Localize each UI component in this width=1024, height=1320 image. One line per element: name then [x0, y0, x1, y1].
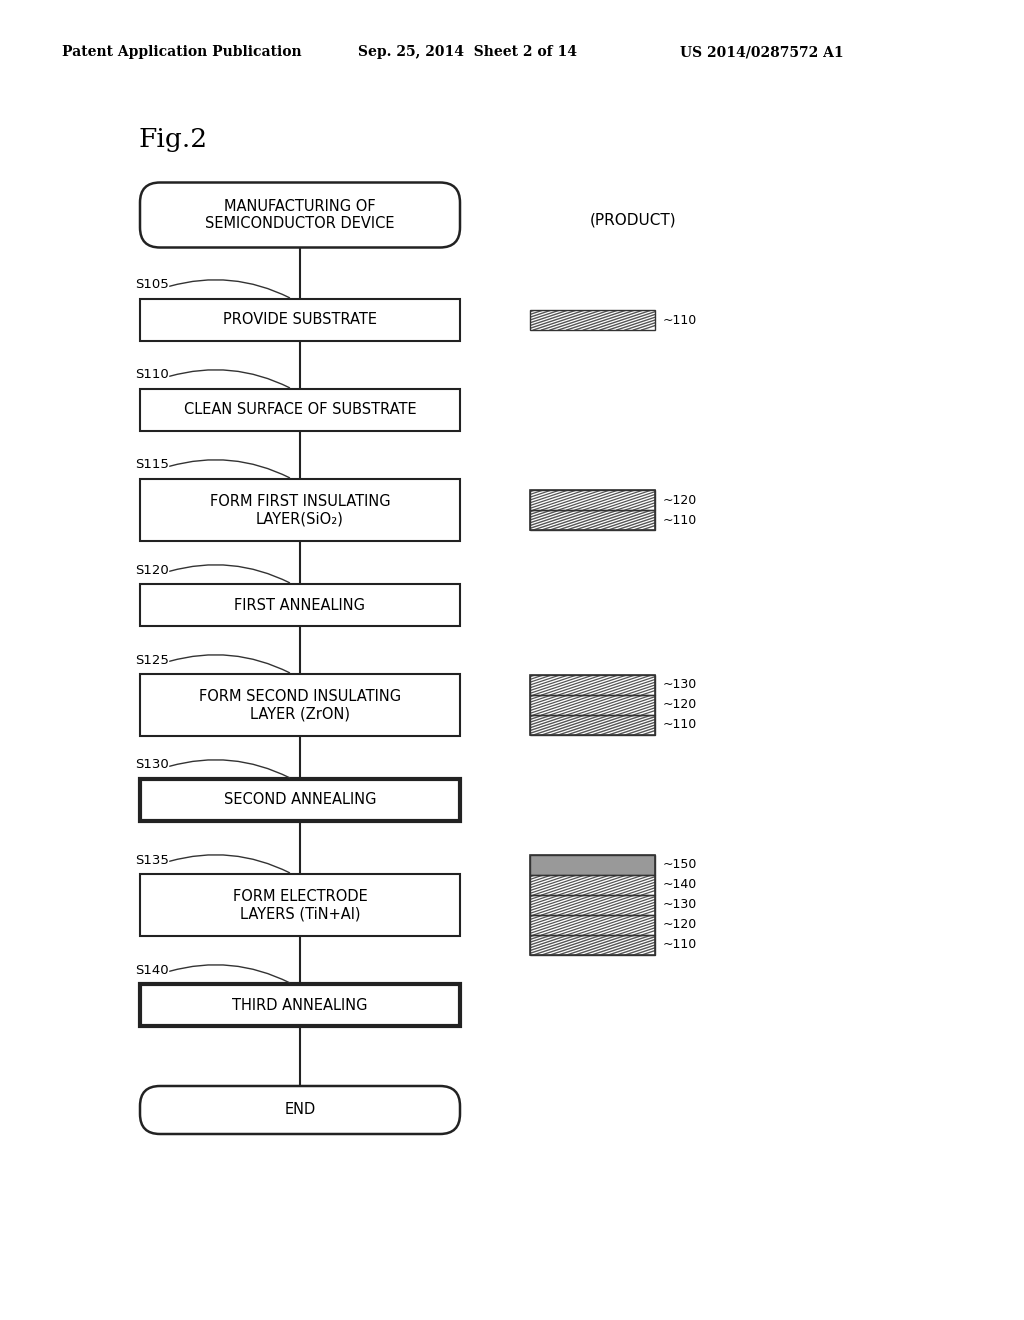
- Text: END: END: [285, 1102, 315, 1118]
- Bar: [530, 310, 655, 330]
- Text: ~120: ~120: [663, 919, 697, 932]
- Text: ~140: ~140: [663, 879, 697, 891]
- Text: MANUFACTURING OF
SEMICONDUCTOR DEVICE: MANUFACTURING OF SEMICONDUCTOR DEVICE: [205, 199, 394, 231]
- Bar: [140, 874, 460, 936]
- Bar: [530, 875, 655, 895]
- Bar: [530, 490, 655, 531]
- Text: FORM SECOND INSULATING
LAYER (ZrON): FORM SECOND INSULATING LAYER (ZrON): [199, 689, 401, 721]
- Bar: [530, 935, 655, 954]
- Bar: [530, 490, 655, 510]
- Bar: [530, 855, 655, 875]
- Bar: [530, 675, 655, 696]
- FancyBboxPatch shape: [140, 182, 460, 248]
- Text: FORM FIRST INSULATING
LAYER(SiO₂): FORM FIRST INSULATING LAYER(SiO₂): [210, 494, 390, 527]
- Bar: [530, 510, 655, 531]
- Text: THIRD ANNEALING: THIRD ANNEALING: [232, 998, 368, 1012]
- Bar: [530, 715, 655, 735]
- Text: ~130: ~130: [663, 899, 697, 912]
- Text: (PRODUCT): (PRODUCT): [590, 213, 677, 227]
- Text: S125: S125: [135, 653, 169, 667]
- Bar: [530, 855, 655, 875]
- Bar: [530, 855, 655, 875]
- Text: US 2014/0287572 A1: US 2014/0287572 A1: [680, 45, 844, 59]
- Bar: [140, 389, 460, 432]
- Bar: [530, 696, 655, 715]
- Text: Sep. 25, 2014  Sheet 2 of 14: Sep. 25, 2014 Sheet 2 of 14: [358, 45, 577, 59]
- Text: ~110: ~110: [663, 718, 697, 731]
- Bar: [140, 983, 460, 1026]
- Bar: [530, 696, 655, 715]
- Bar: [530, 855, 655, 954]
- Bar: [530, 855, 655, 875]
- Bar: [530, 915, 655, 935]
- Bar: [530, 895, 655, 915]
- Text: S135: S135: [135, 854, 169, 866]
- Bar: [140, 779, 460, 821]
- Bar: [530, 310, 655, 330]
- Text: Fig.2: Fig.2: [138, 128, 207, 153]
- Text: ~110: ~110: [663, 939, 697, 952]
- Text: CLEAN SURFACE OF SUBSTRATE: CLEAN SURFACE OF SUBSTRATE: [183, 403, 417, 417]
- Bar: [530, 855, 655, 875]
- Text: FIRST ANNEALING: FIRST ANNEALING: [234, 598, 366, 612]
- Text: ~130: ~130: [663, 678, 697, 692]
- Text: S130: S130: [135, 759, 169, 771]
- Bar: [530, 855, 655, 875]
- Bar: [530, 510, 655, 531]
- Text: PROVIDE SUBSTRATE: PROVIDE SUBSTRATE: [223, 313, 377, 327]
- Text: Patent Application Publication: Patent Application Publication: [62, 45, 302, 59]
- Bar: [140, 675, 460, 737]
- Text: ~120: ~120: [663, 494, 697, 507]
- Bar: [530, 855, 655, 875]
- Bar: [530, 855, 655, 875]
- Bar: [530, 675, 655, 696]
- Bar: [530, 855, 655, 875]
- Bar: [530, 855, 655, 875]
- Bar: [530, 875, 655, 895]
- Text: S105: S105: [135, 279, 169, 292]
- Text: ~110: ~110: [663, 513, 697, 527]
- Bar: [530, 895, 655, 915]
- Bar: [530, 855, 655, 875]
- Bar: [530, 855, 655, 875]
- Bar: [530, 675, 655, 735]
- Text: S115: S115: [135, 458, 169, 471]
- Text: FORM ELECTRODE
LAYERS (TiN+Al): FORM ELECTRODE LAYERS (TiN+Al): [232, 888, 368, 921]
- Bar: [530, 855, 655, 875]
- Bar: [530, 855, 655, 875]
- Bar: [530, 855, 655, 875]
- Bar: [530, 715, 655, 735]
- Bar: [530, 915, 655, 935]
- Bar: [140, 300, 460, 341]
- Text: ~110: ~110: [663, 314, 697, 326]
- Bar: [530, 855, 655, 875]
- FancyBboxPatch shape: [140, 1086, 460, 1134]
- Text: S110: S110: [135, 368, 169, 381]
- Bar: [530, 855, 655, 875]
- Bar: [530, 490, 655, 510]
- Text: SECOND ANNEALING: SECOND ANNEALING: [224, 792, 376, 808]
- Bar: [140, 583, 460, 626]
- Bar: [530, 855, 655, 875]
- Bar: [530, 855, 655, 875]
- Bar: [530, 855, 655, 875]
- Bar: [530, 935, 655, 954]
- Text: S120: S120: [135, 564, 169, 577]
- Bar: [530, 855, 655, 875]
- Bar: [140, 479, 460, 541]
- Text: S140: S140: [135, 964, 169, 977]
- Text: ~150: ~150: [663, 858, 697, 871]
- Text: ~120: ~120: [663, 698, 697, 711]
- Bar: [530, 855, 655, 875]
- Bar: [530, 855, 655, 875]
